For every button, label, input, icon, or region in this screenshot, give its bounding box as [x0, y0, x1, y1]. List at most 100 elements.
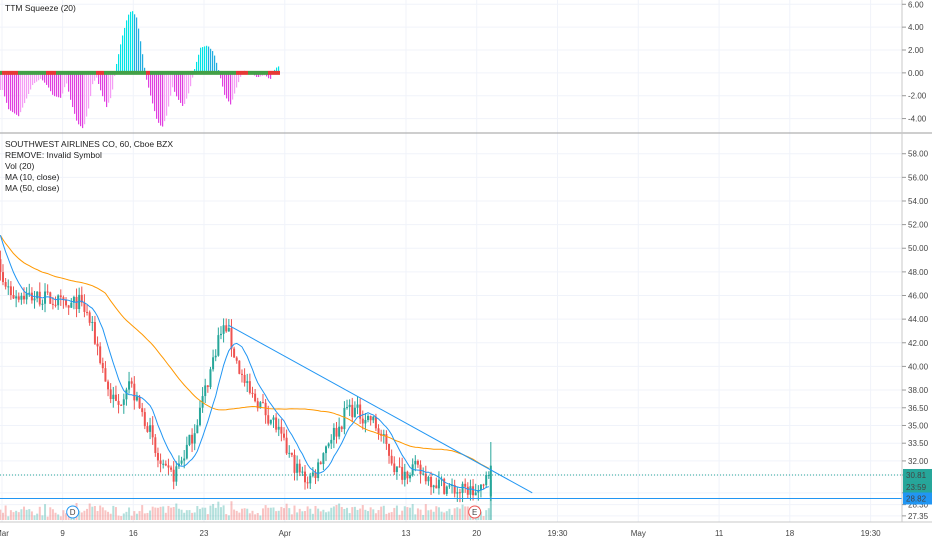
- squeeze-dot: [118, 70, 120, 75]
- candle-body: [254, 393, 257, 402]
- candle-body: [489, 465, 492, 497]
- squeeze-dot: [26, 70, 28, 75]
- price-axis[interactable]: 58.00 56.00 54.00 52.00 50.00 48.00 46.00 44.00…: [902, 150, 929, 521]
- volume-bar: [254, 514, 257, 520]
- volume-bar: [222, 505, 225, 520]
- squeeze-dot: [168, 70, 170, 75]
- event-marker-e[interactable]: [468, 505, 482, 519]
- x-tick-label: 23: [200, 529, 209, 538]
- volume-bar: [25, 509, 28, 520]
- candle-body: [117, 400, 120, 405]
- momentum-bar: [174, 72, 176, 92]
- momentum-bar: [268, 72, 270, 79]
- momentum-bar: [10, 72, 12, 111]
- volume-bar: [409, 507, 412, 520]
- candle-body: [296, 463, 299, 473]
- volume-bar: [272, 507, 275, 520]
- momentum-bar: [86, 72, 88, 117]
- volume-bar: [348, 513, 351, 520]
- candlesticks[interactable]: [0, 250, 492, 503]
- momentum-bar: [202, 47, 204, 73]
- squeeze-dot: [20, 70, 22, 75]
- squeeze-dot: [200, 70, 202, 75]
- candle-body: [414, 460, 417, 465]
- volume-bar: [322, 509, 325, 520]
- momentum-bar: [120, 44, 122, 73]
- candle-body: [122, 399, 125, 405]
- momentum-bar: [0, 72, 2, 90]
- volume-bar: [464, 506, 467, 520]
- candle-body: [41, 303, 44, 305]
- volume-bar: [346, 507, 349, 520]
- support-tag-label: 28.82: [906, 494, 927, 503]
- squeeze-dot: [126, 70, 128, 75]
- candle-body: [487, 474, 490, 476]
- y-tick-label: 0.00: [908, 69, 924, 78]
- squeeze-dot: [36, 70, 38, 75]
- squeeze-dot: [246, 70, 248, 75]
- volume-bar: [198, 508, 201, 520]
- momentum-bar: [90, 72, 92, 97]
- squeeze-dot: [64, 70, 66, 75]
- squeeze-dot: [232, 70, 234, 75]
- legend-volume[interactable]: Vol (20): [5, 161, 34, 171]
- trend-lines[interactable]: [0, 324, 902, 499]
- event-marker-d[interactable]: [66, 505, 80, 519]
- candle-body: [335, 427, 338, 437]
- squeeze-dot: [48, 70, 50, 75]
- symbol-title[interactable]: SOUTHWEST AIRLINES CO, 60, Cboe BZX: [5, 139, 173, 149]
- squeeze-dot: [4, 70, 6, 75]
- volume-bar: [298, 508, 301, 520]
- momentum-bar: [70, 72, 72, 100]
- squeeze-dot: [258, 70, 260, 75]
- squeeze-dot: [24, 70, 26, 75]
- momentum-bar: [142, 54, 144, 73]
- candle-body: [38, 291, 41, 305]
- candle-body: [65, 299, 68, 306]
- volume-bar: [175, 503, 178, 520]
- momentum-bar: [26, 72, 28, 99]
- volume-bar: [335, 504, 338, 520]
- candle-body: [49, 292, 52, 304]
- momentum-bar: [22, 72, 24, 108]
- legend-ma-fast[interactable]: MA (10, close): [5, 172, 59, 182]
- squeeze-dot: [248, 70, 250, 75]
- volume-bar: [78, 510, 81, 520]
- candle-body: [430, 476, 433, 488]
- momentum-bar: [196, 61, 198, 73]
- legend-ma-slow[interactable]: MA (50, close): [5, 183, 59, 193]
- candle-body: [149, 425, 152, 432]
- time-axis[interactable]: Mar 9 16 23 Apr 13 20 19:30 May 11 18 19:30: [0, 529, 881, 538]
- volume-bar: [301, 511, 304, 520]
- y-tick-label: 56.00: [908, 173, 929, 182]
- squeeze-dot: [162, 70, 164, 75]
- candle-body: [125, 389, 128, 400]
- y-tick-label: 38.00: [908, 386, 929, 395]
- candle-body: [311, 472, 314, 476]
- y-tick-label: 32.00: [908, 457, 929, 466]
- momentum-bar: [48, 72, 50, 88]
- squeeze-dot: [78, 70, 80, 75]
- squeeze-dot: [98, 70, 100, 75]
- momentum-bar: [162, 72, 164, 127]
- candle-body: [12, 295, 15, 299]
- volume-bar: [419, 509, 422, 520]
- candle-body: [46, 291, 49, 293]
- squeeze-dot: [44, 70, 46, 75]
- candle-body: [151, 425, 154, 438]
- momentum-bar: [198, 54, 200, 73]
- descending-trendline[interactable]: [227, 324, 533, 494]
- candle-body: [212, 357, 215, 370]
- momentum-bar: [82, 72, 84, 129]
- momentum-bar: [108, 72, 110, 103]
- legend-remove[interactable]: REMOVE: Invalid Symbol: [5, 150, 102, 160]
- indicator-price-axis[interactable]: 6.00 4.00 2.00 0.00 -2.00 -4.00: [902, 0, 927, 124]
- candle-body: [346, 407, 349, 409]
- candle-body: [2, 272, 5, 283]
- candle-body: [372, 416, 375, 421]
- indicator-legend[interactable]: TTM Squeeze (20): [5, 3, 76, 13]
- momentum-bar: [164, 72, 166, 122]
- y-tick-label: 2.00: [908, 46, 924, 55]
